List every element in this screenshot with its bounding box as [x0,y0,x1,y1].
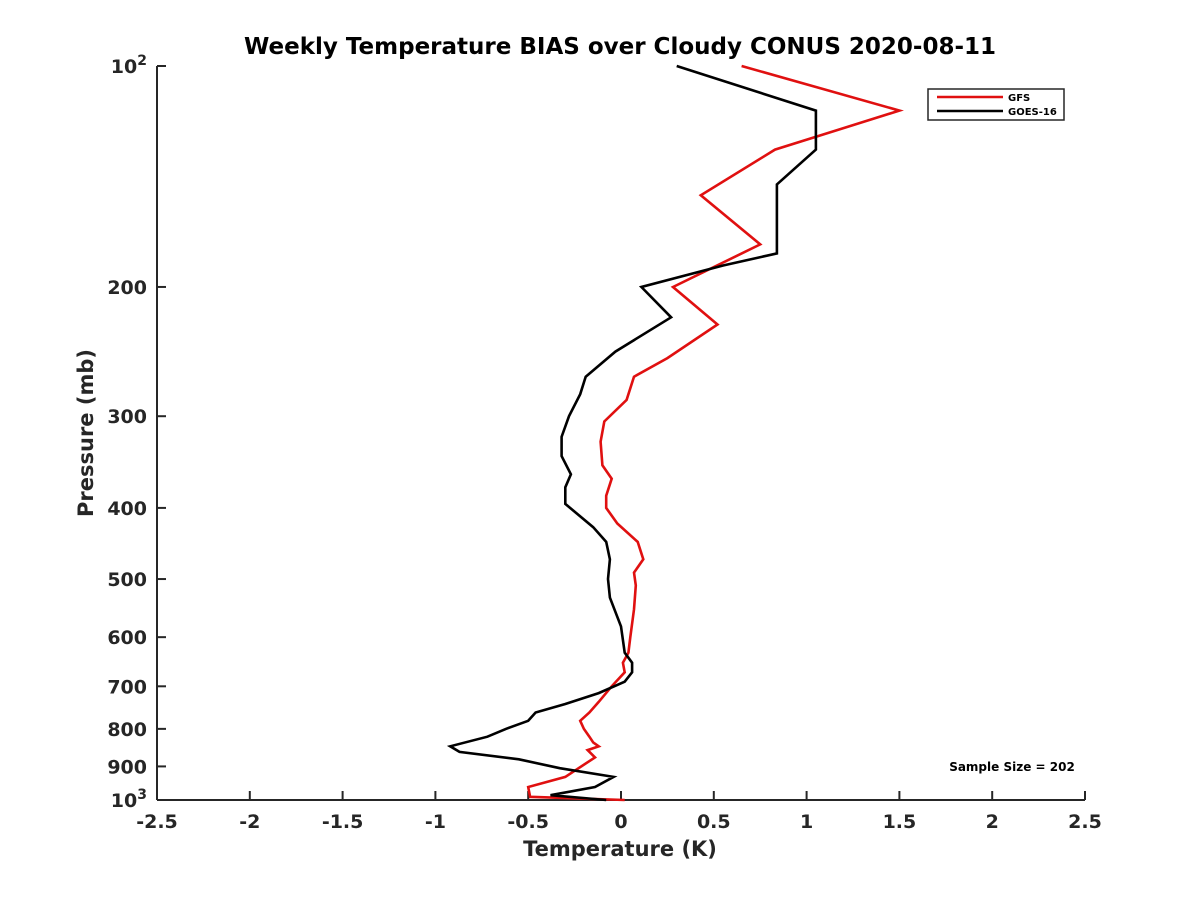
plot-area: -2.5 -2 -1.5 -1 -0.5 0 0.5 1 1.5 2 2.5 102 200 300 40… [107,53,1102,833]
y-tick-label: 900 [107,756,147,778]
legend-box [927,88,1065,121]
x-axis-title: Temperature (K) [523,837,717,861]
legend: GFS GOES-16 [927,88,1065,121]
x-tick-label: -0.5 [507,811,549,833]
x-tick-label: 0.5 [697,811,731,833]
y-tick-label: 102 [111,53,147,78]
x-tick-label: 0 [614,811,627,833]
sample-size-annotation: Sample Size = 202 [949,760,1075,774]
x-tick-label: 1 [800,811,813,833]
y-tick-label: 600 [107,627,147,649]
x-tick-label: -2.5 [136,811,178,833]
chart-title: Weekly Temperature BIAS over Cloudy CONU… [244,34,996,60]
y-tick-label: 500 [107,569,147,591]
y-tick-label: 700 [107,676,147,698]
y-tick-label: 400 [107,498,147,520]
x-tick-label: 2.5 [1068,811,1102,833]
series-line-goes16 [446,64,818,802]
x-tick-label: -2 [239,811,260,833]
x-tick-label: -1 [425,811,446,833]
series-layer [446,64,904,802]
x-tick-label: -1.5 [322,811,364,833]
y-tick-label: 800 [107,719,147,741]
y-tick-label: 103 [111,787,147,812]
y-tick-label: 300 [107,406,147,428]
x-tick-label: 1.5 [883,811,917,833]
y-tick-label: 200 [107,277,147,299]
x-tick-label: 2 [986,811,999,833]
y-axis-title: Pressure (mb) [74,349,98,517]
x-ticks: -2.5 -2 -1.5 -1 -0.5 0 0.5 1 1.5 2 2.5 [136,791,1102,833]
series-line-gfs [526,64,904,802]
y-ticks: 102 200 300 400 500 600 700 800 900 103 [107,53,166,812]
legend-label-gfs: GFS [1008,93,1030,104]
legend-label-goes16: GOES-16 [1008,107,1057,118]
